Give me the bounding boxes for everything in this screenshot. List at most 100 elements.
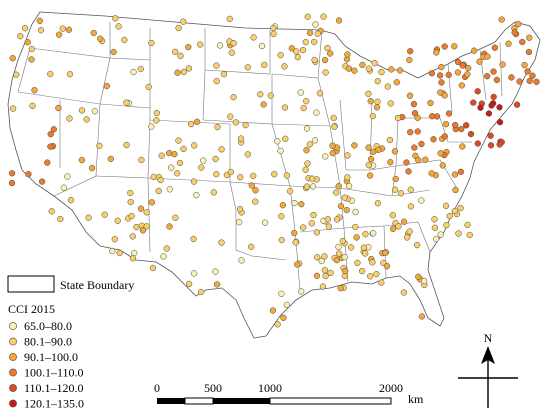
cci-point [325, 223, 333, 230]
cci-point [391, 148, 399, 155]
cci-point [97, 35, 104, 42]
cci-point [318, 257, 325, 265]
cci-point [218, 239, 225, 246]
cci-point [345, 182, 353, 190]
cci-point [270, 30, 277, 38]
legend: State Boundary CCI 2015 65.0–80.0 80.1–90… [7, 275, 134, 411]
cci-point [177, 52, 184, 59]
cci-point [175, 24, 182, 32]
cci-point [383, 263, 391, 270]
cci-point [258, 42, 266, 50]
cci-point [128, 212, 135, 220]
cci-point [352, 208, 359, 216]
cci-point [116, 249, 123, 257]
cci-point [193, 118, 201, 125]
cci-point [28, 45, 35, 53]
cci-point [298, 288, 305, 295]
cci-point [524, 68, 531, 75]
cci-point [490, 93, 497, 101]
cci-point [389, 212, 396, 219]
cci-point [148, 123, 155, 130]
cci-point [50, 126, 57, 133]
cci-point [464, 221, 471, 229]
cci-point [66, 71, 74, 78]
cci-point [470, 47, 478, 54]
scale-tick-2000: 2000 [379, 381, 403, 395]
cci-point [367, 155, 375, 163]
cci-point [391, 186, 399, 193]
cci-point [516, 78, 523, 85]
cci-point [302, 38, 309, 46]
cci-point [433, 235, 440, 243]
cci-point [185, 43, 192, 51]
cci-point [298, 201, 305, 208]
cci-point [250, 34, 257, 41]
cci-point [237, 135, 245, 142]
cci-point [114, 217, 121, 224]
cci-point [406, 228, 413, 235]
cci-point [248, 243, 255, 250]
cci-point [485, 110, 493, 117]
cci-point [300, 224, 307, 231]
cci-point [515, 20, 522, 28]
cci-point [438, 63, 445, 71]
cci-point [281, 63, 288, 70]
cci-point [396, 67, 404, 74]
cci-point [294, 54, 301, 61]
cci-point [278, 213, 285, 220]
cci-point [454, 69, 462, 76]
cci-point [111, 236, 118, 243]
cci-point [422, 156, 429, 163]
cci-point [463, 122, 470, 129]
cci-point [458, 125, 465, 133]
cci-points [8, 13, 540, 328]
cci-point [213, 77, 220, 85]
cci-point [358, 267, 366, 275]
cci-point [311, 137, 319, 144]
cci-point [185, 65, 193, 72]
cci-point [454, 58, 462, 66]
cci-point [406, 92, 414, 99]
cci-point [400, 218, 408, 225]
cci-point [445, 110, 453, 117]
cci-point [131, 250, 138, 257]
cci-point [127, 189, 134, 197]
cci-point [260, 101, 267, 108]
cci-point [252, 187, 259, 194]
cci-point [407, 186, 414, 193]
cci-point [197, 41, 204, 48]
legend-label: 90.1–100.0 [24, 350, 78, 364]
cci-point [316, 90, 324, 97]
cci-point [227, 113, 234, 120]
cci-point [180, 18, 187, 25]
cci-point [244, 151, 251, 158]
cci-point [303, 98, 310, 105]
cci-point [367, 273, 374, 280]
cci-point [227, 168, 234, 176]
cci-point [261, 219, 269, 226]
cci-point [175, 137, 182, 144]
cci-point [127, 198, 134, 206]
cci-point [115, 23, 122, 30]
cci-point [166, 149, 173, 157]
cci-point [150, 173, 157, 181]
cci-point [389, 225, 397, 232]
state-boundary-label: State Boundary [60, 278, 134, 292]
cci-point [352, 223, 359, 231]
cci-point [281, 104, 289, 111]
cci-point [304, 160, 311, 167]
cci-point [311, 38, 318, 46]
cci-point [129, 233, 136, 240]
cci-point [392, 175, 399, 183]
cci-point [415, 273, 422, 280]
scale-tick-500: 500 [204, 381, 222, 395]
cci-point [308, 220, 315, 227]
cci-point [9, 105, 17, 112]
cci-point [345, 65, 353, 72]
cci-point [303, 183, 311, 190]
cci-point [451, 43, 458, 50]
cci-point [313, 229, 321, 236]
cci-point [313, 272, 321, 279]
cci-point [313, 109, 320, 116]
cci-point [112, 15, 119, 22]
